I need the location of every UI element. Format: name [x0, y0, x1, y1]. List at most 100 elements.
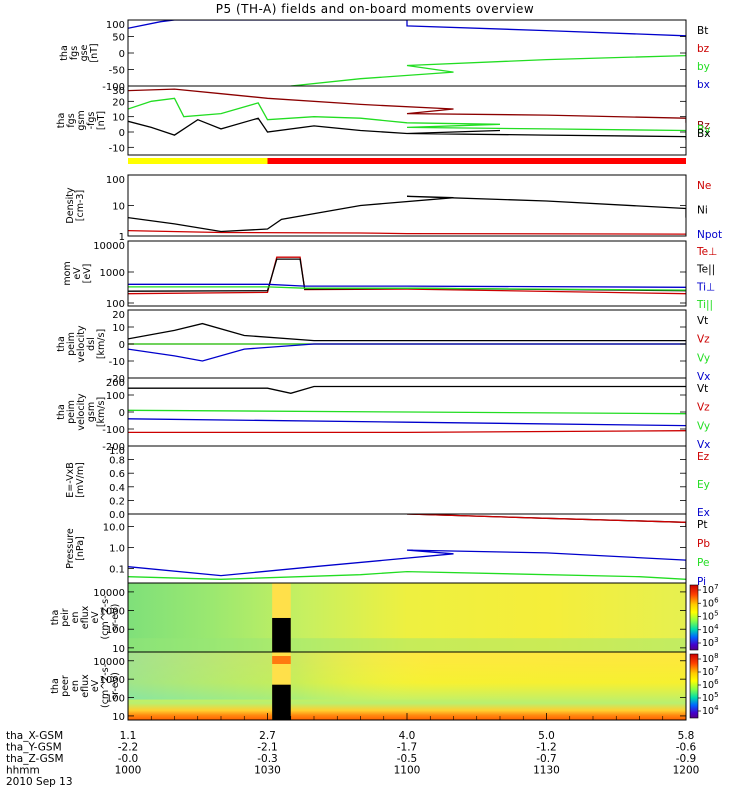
density-series-1-line: [128, 195, 686, 233]
y-axis-label: E=-VxB: [65, 462, 76, 497]
y-tick-label: -50: [109, 66, 125, 77]
colorbar-tick-label: 104: [702, 704, 719, 717]
x-axis-row-value: -1.7: [397, 742, 418, 754]
x-axis-row-value: -0.5: [397, 753, 418, 765]
pressure-series-2-line: [128, 570, 686, 580]
temperature-frame: [127, 240, 687, 307]
x-axis-row-value: -1.2: [536, 742, 557, 754]
legend-npot-label: Npot: [697, 229, 722, 241]
x-axis-row-value: 2.7: [259, 730, 276, 742]
y-tick-label: 100: [106, 20, 125, 31]
y-tick-label: -200: [102, 442, 125, 453]
legend-ex-label: Ex: [697, 507, 710, 519]
y-axis-label: fgs: [69, 46, 80, 60]
fgs_gsm-series-0-line: [128, 88, 686, 123]
colorbar-tick-label: 107: [702, 665, 719, 678]
y-tick-label: 30: [112, 86, 125, 97]
y-axis-label: eflux: [80, 605, 91, 629]
y-axis-label: peim: [66, 400, 77, 424]
y-tick-label: 10: [112, 113, 125, 124]
y-tick-label: 0.8: [109, 456, 125, 467]
y-axis-label: gse: [79, 44, 90, 61]
legend-te-label: Te||: [696, 264, 715, 276]
y-tick-label: 0: [119, 340, 125, 351]
x-axis-row-value: -2.1: [257, 742, 278, 754]
colorbar-tick-label: 107: [702, 583, 719, 596]
y-axis-label: fgs: [66, 113, 77, 127]
peim_velocity_gsm-series-0-line: [128, 385, 686, 394]
y-axis-label: velocity: [76, 325, 87, 363]
y-tick-label: 1000: [100, 268, 125, 279]
y-tick-label: 50: [112, 33, 125, 44]
y-axis-label: [km/s]: [96, 329, 107, 359]
y-tick-label: 0.6: [109, 469, 125, 480]
peim_velocity_gsm-series-3-line: [128, 418, 686, 427]
peim_velocity_gsm-series-2-line: [128, 409, 686, 415]
y-tick-label: 1: [119, 232, 125, 243]
peir_spec-spectrogram: [128, 583, 686, 652]
legend-ti-label: Ti||: [696, 299, 713, 311]
fgs_gse-series-2-line: [290, 53, 686, 86]
y-axis-label: [eV]: [82, 264, 93, 284]
y-tick-label: -100: [102, 425, 125, 436]
legend-by-label: by: [697, 61, 710, 73]
x-axis-row-value: 4.0: [399, 730, 416, 742]
x-axis-row-value: -0.6: [676, 742, 697, 754]
temperature-series-3-line: [128, 286, 686, 291]
legend-te-label: Te⊥: [696, 246, 717, 258]
legend-ey-label: Ey: [697, 479, 710, 491]
x-axis-row-value: 5.0: [538, 730, 555, 742]
y-axis-label: peim: [66, 332, 77, 356]
legend-pt-label: Pt: [697, 519, 707, 531]
status-bar-segment: [267, 158, 686, 164]
x-axis-row-value: -0.9: [676, 753, 697, 765]
y-tick-label: -20: [109, 374, 125, 385]
y-axis-label: tha: [59, 45, 70, 61]
y-axis-label: eV: [90, 679, 101, 692]
y-tick-label: 0: [119, 49, 125, 60]
y-tick-label: 100: [106, 694, 125, 705]
density-series-0-line: [128, 229, 686, 235]
density-frame: [127, 174, 687, 237]
y-axis-label: Density: [65, 187, 76, 223]
chart-title: P5 (TH-A) fields and on-board moments ov…: [215, 2, 535, 16]
y-tick-label: 0.2: [109, 496, 125, 507]
status-bar-segment: [128, 158, 268, 164]
y-axis-label: peir: [60, 608, 71, 627]
y-axis-label: eV: [90, 611, 101, 624]
y-axis-label: [nT]: [96, 111, 107, 130]
legend-ti-label: Ti⊥: [696, 281, 715, 293]
legend-vy-label: Vy: [697, 420, 710, 432]
colorbar-tick-label: 105: [702, 610, 719, 623]
y-axis-label: [nPa]: [75, 536, 86, 561]
legend-vx-label: Vx: [697, 371, 710, 383]
x-axis-row-value: 1.1: [120, 730, 137, 742]
legend-vt-label: Vt: [697, 315, 708, 327]
y-axis-label: eV: [72, 267, 83, 280]
fgs_gse-series-3-line: [128, 20, 686, 40]
y-axis-label: gsm: [86, 402, 97, 422]
y-tick-label: 1.0: [109, 446, 125, 457]
y-tick-label: -10: [109, 357, 125, 368]
y-tick-label: 1000: [100, 675, 125, 686]
peer_spec-colorbar: [689, 653, 699, 719]
legend-vz-label: Vz: [697, 334, 710, 346]
x-axis-row-value: -0.7: [536, 753, 557, 765]
legend-pb-label: Pb: [697, 538, 710, 550]
peim_velocity_gsm-series-1-line: [128, 430, 686, 434]
x-axis-row-label: tha_Z-GSM: [6, 753, 64, 765]
y-axis-label: tha: [56, 404, 67, 420]
y-tick-label: 10000: [93, 588, 125, 599]
x-axis-row-value: 1130: [533, 765, 560, 777]
legend-bz-label: Bz: [697, 120, 710, 132]
peim_velocity_dsl-series-3-line: [128, 343, 686, 362]
fgs_gsm-frame: [127, 85, 687, 156]
date-label: 2010 Sep 13: [6, 776, 73, 788]
peir_spec-colorbar: [689, 584, 699, 651]
legend-bz-label: bz: [697, 43, 710, 55]
y-tick-label: 1000: [100, 607, 125, 618]
fgs_gsm-series-2-line: [128, 117, 686, 140]
y-tick-label: 10000: [93, 241, 125, 252]
x-axis-row-label: tha_Y-GSM: [6, 742, 62, 754]
